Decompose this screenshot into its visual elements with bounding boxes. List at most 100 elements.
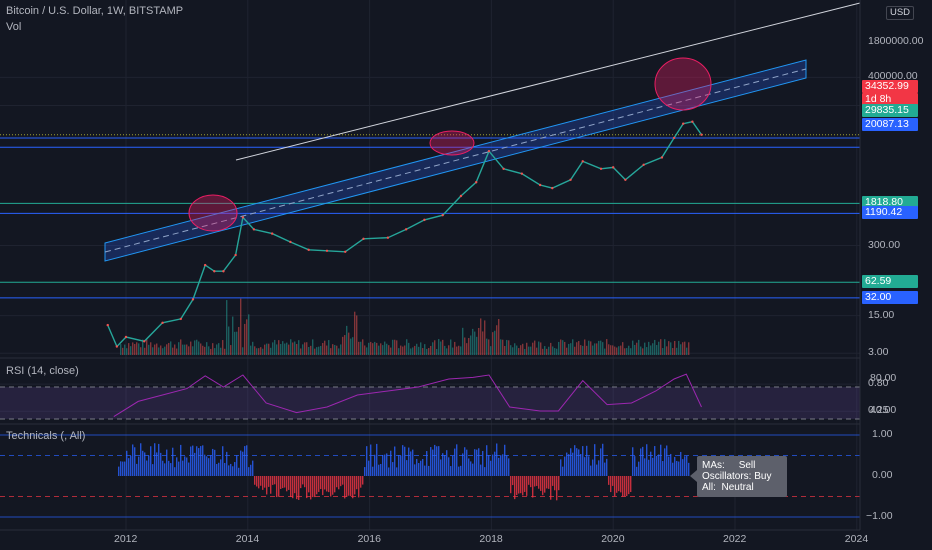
tech-bar bbox=[244, 446, 246, 476]
price-level-label: 62.59 bbox=[862, 275, 918, 289]
tech-bar bbox=[242, 451, 244, 476]
volume-bar bbox=[682, 342, 684, 355]
technicals-legend: Technicals (, All) bbox=[6, 430, 86, 442]
osc-value: Buy bbox=[754, 471, 772, 482]
tech-bar bbox=[586, 445, 588, 476]
volume-bar bbox=[224, 348, 226, 355]
tech-bar bbox=[240, 450, 242, 476]
price-point bbox=[179, 317, 183, 321]
tech-bar bbox=[418, 463, 420, 476]
volume-bar bbox=[536, 347, 538, 355]
price-point bbox=[325, 249, 329, 252]
tech-bar bbox=[534, 476, 536, 487]
time-axis-tick: 2016 bbox=[357, 533, 381, 545]
volume-bar bbox=[684, 341, 686, 355]
volume-bar bbox=[660, 339, 662, 355]
volume-bar bbox=[548, 346, 550, 355]
tech-bar bbox=[608, 476, 610, 485]
tech-bar bbox=[598, 460, 600, 476]
tech-bar bbox=[562, 466, 564, 476]
volume-bar bbox=[506, 339, 508, 355]
tech-bar bbox=[530, 476, 532, 488]
tech-bar bbox=[660, 444, 662, 476]
tech-bar bbox=[350, 476, 352, 497]
volume-bar bbox=[154, 344, 156, 355]
technicals-tooltip: MAs: Sell Oscillators: Buy All: Neutral bbox=[690, 456, 787, 497]
tech-bar bbox=[230, 463, 232, 476]
volume-bar bbox=[440, 341, 442, 355]
tech-bar bbox=[616, 476, 618, 493]
tech-bar bbox=[228, 465, 230, 476]
tech-bar bbox=[576, 448, 578, 476]
volume-bar bbox=[454, 341, 456, 355]
tech-bar bbox=[436, 446, 438, 476]
volume-bar bbox=[422, 348, 424, 355]
volume-bar bbox=[280, 344, 282, 355]
currency-button[interactable]: USD bbox=[886, 6, 914, 20]
tech-bar bbox=[198, 448, 200, 476]
volume-bar bbox=[482, 331, 484, 355]
tech-bar bbox=[316, 476, 318, 495]
tech-bar bbox=[348, 476, 350, 496]
price-point bbox=[404, 228, 408, 231]
technicals-pane bbox=[0, 434, 860, 518]
volume-bar bbox=[310, 345, 312, 355]
tech-bar bbox=[252, 460, 254, 476]
volume-bar bbox=[480, 318, 482, 355]
rsi-band bbox=[0, 387, 860, 419]
volume-bar bbox=[376, 342, 378, 355]
volume-bar bbox=[594, 343, 596, 355]
volume-legend: Vol bbox=[6, 21, 22, 33]
volume-bar bbox=[236, 331, 238, 355]
tech-bar bbox=[602, 443, 604, 476]
volume-bar bbox=[222, 340, 224, 355]
tech-bar bbox=[422, 459, 424, 476]
tech-bar bbox=[424, 465, 426, 476]
tech-bar bbox=[134, 447, 136, 476]
volume-bar bbox=[136, 342, 138, 355]
volume-bar bbox=[562, 340, 564, 355]
volume-bar bbox=[452, 347, 454, 355]
tech-bar bbox=[272, 476, 274, 485]
tech-bar bbox=[538, 476, 540, 489]
grid-lines bbox=[0, 0, 860, 530]
volume-bar bbox=[366, 347, 368, 355]
mas-label: MAs: bbox=[702, 460, 725, 471]
tech-bar bbox=[170, 463, 172, 476]
tech-bar bbox=[218, 462, 220, 476]
tech-bar bbox=[392, 462, 394, 476]
volume-bar bbox=[206, 342, 208, 355]
volume-bar bbox=[444, 345, 446, 355]
volume-bar bbox=[300, 348, 302, 355]
volume-bar bbox=[158, 347, 160, 355]
time-axis-tick: 2012 bbox=[114, 533, 138, 545]
volume-bar bbox=[230, 345, 232, 355]
tech-bar bbox=[202, 445, 204, 476]
tech-bar bbox=[206, 456, 208, 476]
tech-bar bbox=[482, 450, 484, 476]
tech-bar bbox=[296, 476, 298, 500]
upper-trendline bbox=[235, 2, 861, 161]
volume-bar bbox=[186, 344, 188, 355]
tech-bar bbox=[558, 476, 560, 491]
volume-bar bbox=[428, 348, 430, 355]
tech-bar bbox=[290, 476, 292, 497]
tech-bar bbox=[460, 465, 462, 476]
price-axis-tick: 0.25 bbox=[868, 404, 889, 417]
price-point bbox=[307, 248, 310, 252]
volume-bar bbox=[530, 346, 532, 355]
tech-bar bbox=[224, 462, 226, 476]
volume-bar bbox=[294, 341, 296, 355]
tech-bar bbox=[128, 458, 130, 476]
price-point bbox=[115, 345, 119, 348]
volume-bar bbox=[296, 343, 298, 355]
volume-bar bbox=[568, 343, 570, 355]
volume-bar bbox=[228, 326, 230, 355]
volume-bar bbox=[608, 344, 610, 355]
volume-bar bbox=[258, 348, 260, 355]
volume-bar bbox=[504, 345, 506, 355]
volume-bar bbox=[616, 347, 618, 355]
volume-bar bbox=[380, 343, 382, 355]
volume-bar bbox=[644, 342, 646, 355]
